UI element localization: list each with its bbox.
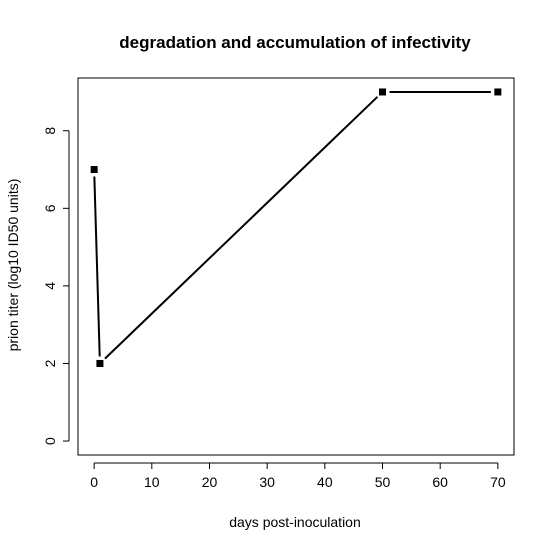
y-tick-label: 4 [42, 282, 58, 290]
y-tick-label: 8 [42, 127, 58, 135]
x-axis-label: days post-inoculation [229, 514, 361, 530]
series-layer [90, 88, 502, 367]
x-tick-label: 70 [490, 474, 506, 490]
y-tick-label: 0 [42, 437, 58, 445]
x-tick-label: 60 [432, 474, 448, 490]
y-tick-label: 2 [42, 359, 58, 367]
x-tick-label: 0 [90, 474, 98, 490]
y-axis-label: prion titer (log10 ID50 units) [5, 179, 21, 352]
data-point [494, 88, 502, 96]
x-tick-label: 50 [375, 474, 391, 490]
x-tick-label: 20 [202, 474, 218, 490]
x-axis: 0 10 20 30 40 50 60 70 [90, 462, 506, 490]
data-point [379, 88, 387, 96]
data-point [96, 359, 104, 367]
y-axis: 0 2 4 6 8 [42, 127, 70, 445]
plot-frame [77, 77, 515, 456]
x-tick-label: 30 [259, 474, 275, 490]
series-line-segment [104, 96, 379, 360]
chart-title: degradation and accumulation of infectiv… [119, 33, 471, 52]
y-tick-label: 6 [42, 204, 58, 212]
x-tick-label: 40 [317, 474, 333, 490]
x-tick-label: 10 [144, 474, 160, 490]
series-line-segment [93, 176, 101, 357]
data-point [90, 166, 98, 174]
